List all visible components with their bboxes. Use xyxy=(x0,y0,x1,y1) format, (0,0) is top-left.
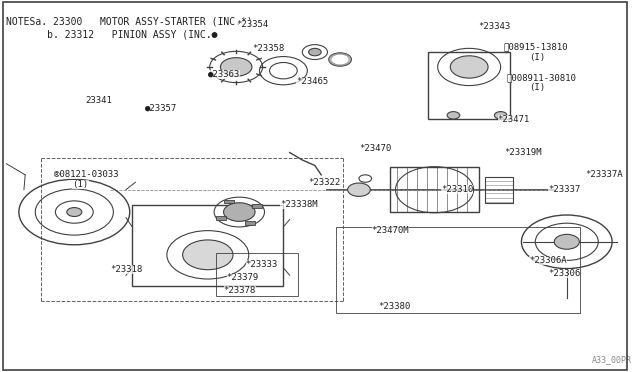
Bar xyxy=(428,52,510,119)
Circle shape xyxy=(348,183,371,196)
Bar xyxy=(216,253,298,296)
Text: *23354: *23354 xyxy=(236,20,268,29)
Bar xyxy=(244,221,255,225)
Text: *23465: *23465 xyxy=(296,77,328,86)
Text: *23306A: *23306A xyxy=(529,256,566,265)
Circle shape xyxy=(554,234,579,249)
Circle shape xyxy=(223,203,255,221)
Text: *23322: *23322 xyxy=(308,178,341,187)
Text: (I): (I) xyxy=(529,53,545,62)
Text: *23333: *23333 xyxy=(246,260,278,269)
Bar xyxy=(252,204,262,208)
Circle shape xyxy=(220,58,252,76)
Text: ®08121-03033: ®08121-03033 xyxy=(54,170,118,179)
Text: *23319M: *23319M xyxy=(504,148,541,157)
Circle shape xyxy=(182,240,233,270)
Text: *23310: *23310 xyxy=(441,185,473,194)
Text: *23343: *23343 xyxy=(479,22,511,31)
Text: *23378: *23378 xyxy=(223,286,256,295)
Text: *23358: *23358 xyxy=(252,44,284,53)
Bar xyxy=(485,177,513,203)
Text: ●23363: ●23363 xyxy=(208,70,240,79)
Text: *23471: *23471 xyxy=(497,115,530,124)
Text: *23337: *23337 xyxy=(548,185,580,194)
Circle shape xyxy=(308,48,321,56)
Text: ●23357: ●23357 xyxy=(145,103,177,112)
Bar xyxy=(335,227,580,313)
Text: b. 23312   PINION ASSY (INC.●: b. 23312 PINION ASSY (INC.● xyxy=(6,30,218,40)
Text: (I): (I) xyxy=(529,83,545,92)
Text: (1): (1) xyxy=(72,180,88,189)
Bar xyxy=(390,167,479,212)
Text: *23337A: *23337A xyxy=(586,170,623,179)
Text: *23470M: *23470M xyxy=(372,226,409,235)
Text: 23341: 23341 xyxy=(85,96,112,105)
Text: *23318: *23318 xyxy=(110,265,143,274)
Text: NOTESa. 23300   MOTOR ASSY-STARTER (INC.*): NOTESa. 23300 MOTOR ASSY-STARTER (INC.*) xyxy=(6,17,253,27)
Circle shape xyxy=(451,56,488,78)
Text: Ⓝ008911-30810: Ⓝ008911-30810 xyxy=(507,74,577,83)
Bar xyxy=(132,205,284,286)
Text: *23306: *23306 xyxy=(548,269,580,278)
Text: A33_00PR: A33_00PR xyxy=(592,356,632,365)
Text: *23379: *23379 xyxy=(227,273,259,282)
Circle shape xyxy=(494,112,507,119)
Circle shape xyxy=(67,208,82,217)
Text: *23470: *23470 xyxy=(359,144,391,153)
Circle shape xyxy=(447,112,460,119)
Text: Ⓧ08915-13810: Ⓧ08915-13810 xyxy=(504,42,568,51)
Text: *23338M: *23338M xyxy=(280,200,318,209)
Bar xyxy=(216,217,227,220)
Bar xyxy=(224,199,234,203)
Text: *23380: *23380 xyxy=(378,302,410,311)
